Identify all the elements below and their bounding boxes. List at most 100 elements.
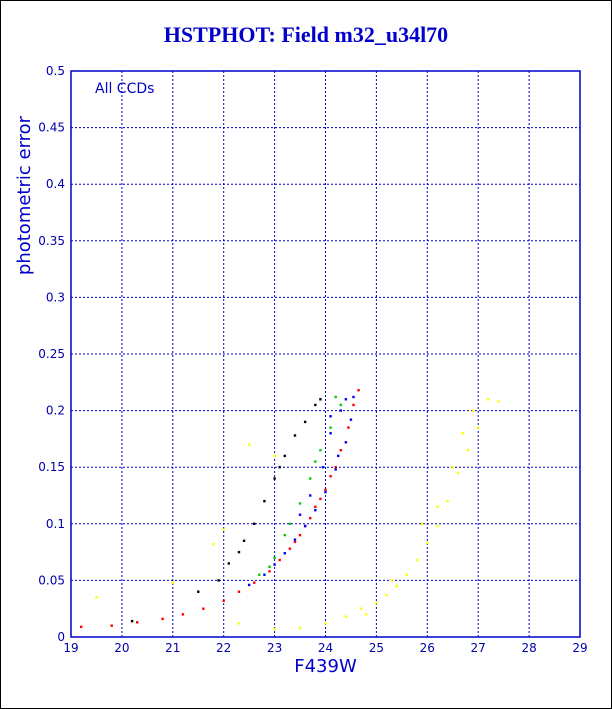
data-point (222, 528, 225, 531)
data-point (273, 563, 276, 566)
data-point (352, 403, 355, 407)
data-point (337, 454, 340, 458)
data-point (288, 522, 292, 525)
data-point (451, 466, 454, 469)
data-point (461, 432, 465, 435)
data-point (303, 420, 307, 424)
data-point (278, 558, 281, 562)
data-point (298, 502, 302, 505)
data-point (487, 398, 490, 401)
data-point (421, 522, 424, 525)
data-point (329, 415, 332, 418)
data-point (426, 541, 429, 545)
y-tick-label: 0.2 (46, 404, 65, 418)
data-point (227, 562, 230, 565)
data-point (217, 579, 220, 582)
data-point (237, 622, 241, 625)
x-tick-label: 22 (216, 641, 231, 655)
data-point (344, 441, 348, 444)
x-tick-label: 28 (521, 641, 536, 655)
y-tick-label: 0.15 (38, 460, 65, 474)
data-point (359, 607, 363, 610)
y-tick-label: 0.45 (38, 121, 65, 135)
data-point (334, 395, 337, 399)
data-points (79, 389, 500, 631)
data-point (344, 615, 348, 618)
y-tick-label: 0.3 (46, 290, 65, 304)
data-point (466, 449, 470, 452)
data-point (253, 581, 256, 584)
data-point (293, 434, 297, 437)
data-point (405, 573, 409, 576)
data-point (242, 539, 246, 542)
data-point (344, 398, 348, 401)
data-point (298, 513, 302, 516)
data-point (212, 542, 215, 546)
data-point (357, 389, 360, 392)
data-point (319, 398, 322, 401)
x-tick-label: 26 (420, 641, 435, 655)
data-point (456, 471, 460, 475)
data-point (352, 395, 355, 399)
data-point (309, 494, 312, 497)
y-tick-label: 0.4 (46, 177, 65, 191)
x-tick-label: 25 (369, 641, 384, 655)
data-point (273, 556, 276, 559)
data-point (314, 460, 317, 463)
data-point (135, 621, 139, 624)
data-point (298, 533, 302, 537)
data-point (436, 524, 439, 528)
data-point (181, 613, 185, 616)
data-point (329, 432, 332, 435)
data-point (293, 538, 297, 541)
data-point (390, 579, 393, 582)
x-tick-label: 19 (63, 641, 78, 655)
data-point (171, 581, 174, 584)
data-point (324, 490, 327, 494)
data-point (314, 509, 317, 512)
data-point (436, 505, 439, 509)
data-point (283, 552, 286, 555)
data-point (258, 573, 261, 576)
y-tick-labels: 0 0.05 0.1 0.15 0.2 0.25 0.3 0.35 0.4 0.45 0.5 (38, 64, 65, 644)
data-point (446, 499, 449, 503)
data-point (293, 540, 297, 544)
data-point (319, 449, 322, 452)
data-point (247, 583, 251, 587)
y-tick-label: 0.35 (38, 234, 65, 248)
y-tick-label: 0.05 (38, 573, 65, 587)
data-point (347, 426, 350, 429)
x-tick-label: 21 (165, 641, 180, 655)
data-point (339, 449, 342, 452)
data-point (314, 403, 317, 407)
data-point (263, 499, 266, 503)
data-point (222, 599, 225, 602)
data-point (237, 590, 241, 593)
data-point (477, 426, 480, 429)
data-point (365, 613, 368, 616)
data-point (278, 466, 281, 469)
data-point (321, 466, 325, 469)
data-point (79, 625, 83, 629)
x-axis-label: F439W (294, 656, 357, 677)
data-point (110, 624, 113, 627)
data-point (268, 565, 271, 569)
data-point (329, 475, 332, 478)
data-point (283, 533, 286, 537)
data-point (319, 497, 322, 501)
data-point (263, 573, 266, 576)
data-point (334, 466, 337, 469)
plot-border (70, 70, 581, 638)
data-point (303, 524, 307, 528)
data-point (95, 596, 98, 599)
x-tick-label: 29 (572, 641, 587, 655)
x-tick-label: 24 (318, 641, 333, 655)
data-point (268, 570, 271, 573)
data-point (375, 601, 378, 605)
data-point (415, 558, 419, 562)
data-point (309, 477, 312, 480)
data-point (339, 403, 342, 407)
data-point (324, 622, 327, 625)
y-tick-label: 0.1 (46, 517, 65, 531)
